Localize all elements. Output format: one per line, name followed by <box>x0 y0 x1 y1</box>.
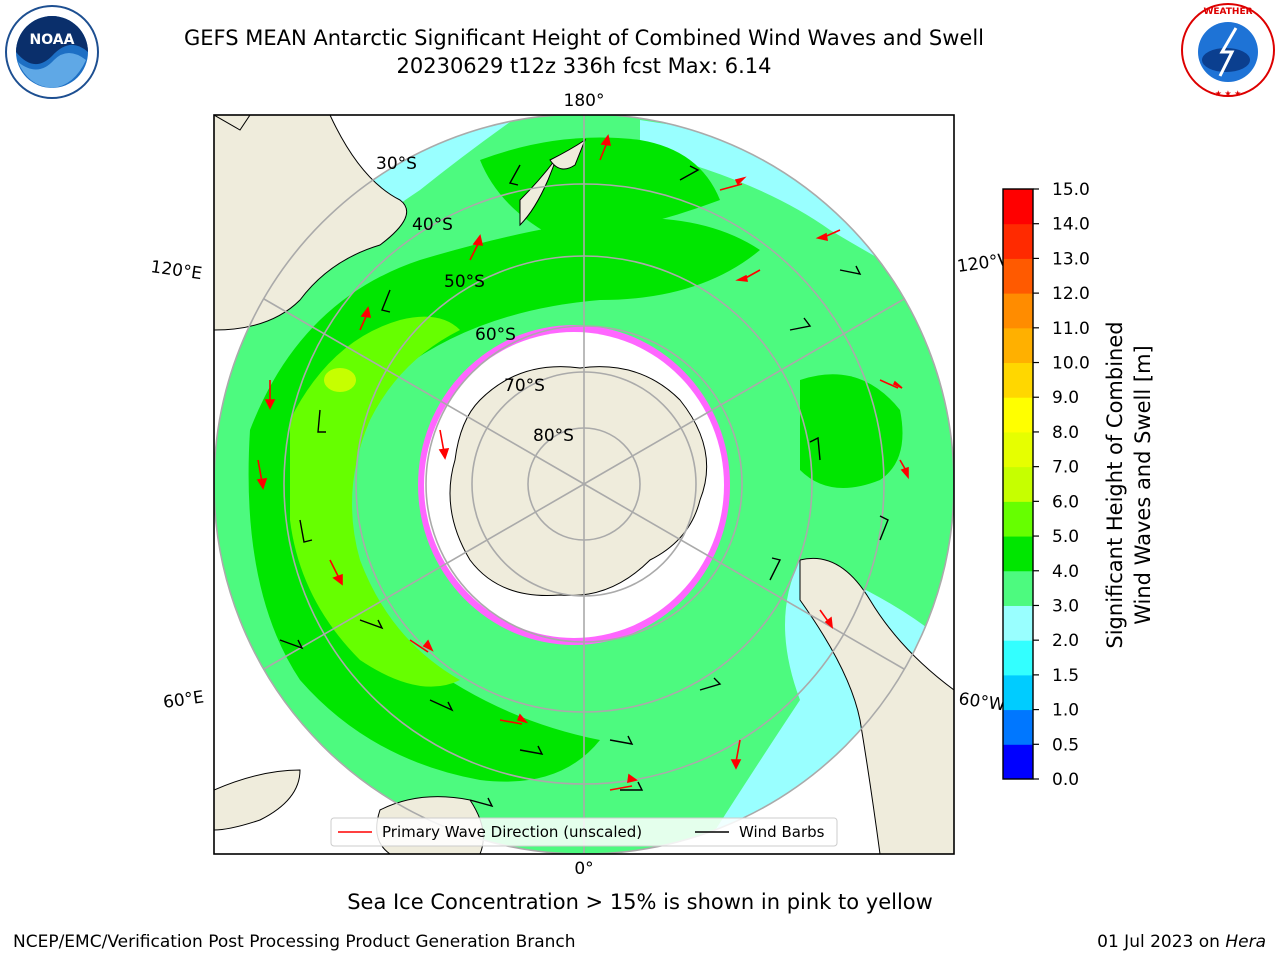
colorbar-tick-label: 5.0 <box>1052 527 1079 547</box>
colorbar-tick-label: 2.0 <box>1052 631 1079 651</box>
colorbar-swatch <box>1003 709 1033 745</box>
colorbar-swatch <box>1003 674 1033 711</box>
lon-label-120e: 120°E <box>149 257 203 284</box>
footer-date-text: 01 Jul 2023 on <box>1097 932 1226 952</box>
colorbar-frame <box>1002 188 1034 780</box>
colorbar-label-1: Significant Height of Combined <box>1103 321 1127 648</box>
legend-barb-label: Wind Barbs <box>739 823 825 841</box>
lat-label-60s: 60°S <box>475 325 516 345</box>
colorbar-tick-label: 14.0 <box>1052 215 1090 235</box>
colorbar-swatch <box>1003 362 1033 398</box>
colorbar-tick-label: 0.0 <box>1052 770 1079 790</box>
colorbar-tick-label: 0.5 <box>1052 735 1079 755</box>
chart-subtitle: 20230629 t12z 336h fcst Max: 6.14 <box>396 54 772 78</box>
colorbar-tick-label: 1.5 <box>1052 666 1079 686</box>
colorbar-tick-label: 6.0 <box>1052 492 1079 512</box>
colorbar-swatch <box>1003 258 1033 294</box>
wave-direction-arrows <box>256 134 909 791</box>
colorbar-swatch <box>1003 744 1033 780</box>
colorbar-tick-label: 10.0 <box>1052 354 1090 374</box>
noaa-logo: NOAA <box>5 5 99 99</box>
continents <box>214 115 954 854</box>
map-legend: Primary Wave Direction (unscaled) Wind B… <box>330 817 838 847</box>
colorbar-tick-label: 13.0 <box>1052 249 1090 269</box>
colorbar-tick-label: 8.0 <box>1052 423 1079 443</box>
colorbar-tick-label: 12.0 <box>1052 284 1090 304</box>
colorbar-tick-label: 11.0 <box>1052 319 1090 339</box>
graticule <box>214 115 954 854</box>
footer-credit: NCEP/EMC/Verification Post Processing Pr… <box>13 932 576 952</box>
colorbar-tick-label: 3.0 <box>1052 596 1079 616</box>
map-frame <box>213 114 955 855</box>
colorbar-tick-label: 4.0 <box>1052 562 1079 582</box>
colorbar: 0.0 0.5 1.0 1.5 2.0 3.0 4.0 5.0 6.0 7.0 8.0 9.0 10.0… <box>1002 180 1090 790</box>
lat-label-50s: 50°S <box>444 272 485 292</box>
wind-barbs <box>279 164 889 808</box>
colorbar-swatch <box>1003 466 1033 502</box>
nws-logo: WEATHER ★ ★ ★ <box>1181 3 1275 98</box>
lat-label-30s: 30°S <box>376 154 417 174</box>
chart-title: GEFS MEAN Antarctic Significant Height o… <box>183 26 985 50</box>
latitude-labels: 30°S 40°S 50°S 60°S 70°S 80°S <box>376 154 574 446</box>
lon-label-180: 180° <box>564 91 605 111</box>
colorbar-swatch <box>1003 640 1033 676</box>
map-area: 30°S 40°S 50°S 60°S 70°S 80°S Primary Wa… <box>214 115 954 854</box>
colorbar-swatch <box>1003 397 1033 433</box>
colorbar-tick-label: 9.0 <box>1052 388 1079 408</box>
colorbar-tick-label: 1.0 <box>1052 701 1079 721</box>
legend-wave-label: Primary Wave Direction (unscaled) <box>382 823 642 841</box>
colorbar-swatch <box>1003 189 1033 225</box>
lat-label-40s: 40°S <box>412 215 453 235</box>
sea-ice-note: Sea Ice Concentration > 15% is shown in … <box>347 890 933 914</box>
svg-text:★ ★ ★: ★ ★ ★ <box>1215 89 1242 98</box>
footer-host: Hera <box>1225 932 1266 952</box>
colorbar-tick-label: 15.0 <box>1052 180 1090 200</box>
colorbar-swatch <box>1003 327 1033 364</box>
colorbar-tick-label: 7.0 <box>1052 458 1079 478</box>
colorbar-swatch <box>1003 293 1033 329</box>
colorbar-swatch <box>1003 501 1033 537</box>
lon-label-0: 0° <box>574 859 593 879</box>
lon-label-60e: 60°E <box>162 687 205 712</box>
lat-label-70s: 70°S <box>504 376 545 396</box>
colorbar-swatch <box>1003 570 1033 606</box>
lat-label-80s: 80°S <box>533 426 574 446</box>
footer-date: 01 Jul 2023 on Hera <box>1097 932 1266 952</box>
colorbar-swatch <box>1003 605 1033 641</box>
svg-text:WEATHER: WEATHER <box>1203 7 1252 17</box>
colorbar-swatch <box>1003 223 1033 259</box>
lon-label-60w: 60°W <box>957 689 1006 715</box>
svg-text:NOAA: NOAA <box>30 32 75 48</box>
colorbar-swatch <box>1003 536 1033 572</box>
colorbar-label-2: Wind Waves and Swell [m] <box>1131 345 1155 625</box>
colorbar-swatch <box>1003 431 1033 468</box>
